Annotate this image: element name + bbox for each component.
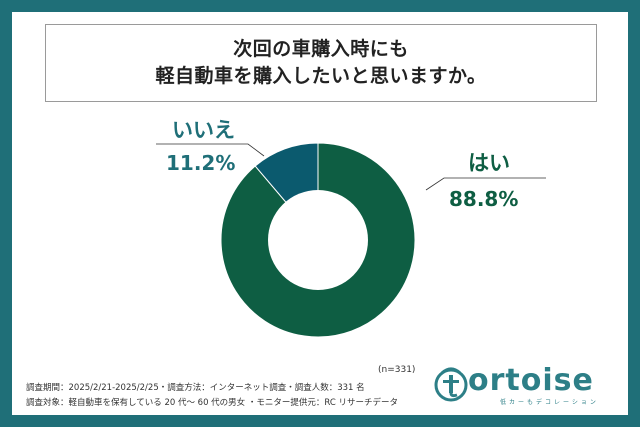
slice-value-yes: 88.8% bbox=[449, 187, 518, 211]
logo-wordmark: ortoise bbox=[468, 363, 594, 398]
donut-hole bbox=[268, 190, 368, 290]
logo-tagline: 低カーもデコレーション bbox=[500, 399, 599, 406]
footnote-line-1: 調査期間：2025/2/21-2025/2/25・調査方法：インターネット調査・… bbox=[26, 383, 365, 393]
sample-size-note: (n=331) bbox=[378, 365, 415, 375]
tortoise-logo: ortoise 低カーもデコレーション bbox=[430, 363, 600, 406]
leader-line-yes bbox=[425, 177, 546, 191]
slice-value-no: 11.2% bbox=[166, 151, 235, 175]
title-box: 次回の車購入時にも 軽自動車を購入したいと思いますか。 bbox=[45, 24, 597, 102]
logo-t-icon bbox=[434, 367, 468, 402]
leader-line-no bbox=[156, 143, 265, 157]
title-line-2: 軽自動車を購入したいと思いますか。 bbox=[155, 65, 487, 87]
slice-label-no: いいえ bbox=[172, 118, 235, 142]
footnote-line-2: 調査対象：軽自動車を保有している 20 代～ 60 代の男女 ・モニター提供元：… bbox=[26, 398, 399, 408]
slice-label-yes: はい bbox=[468, 151, 510, 175]
title-line-1: 次回の車購入時にも bbox=[233, 38, 409, 60]
